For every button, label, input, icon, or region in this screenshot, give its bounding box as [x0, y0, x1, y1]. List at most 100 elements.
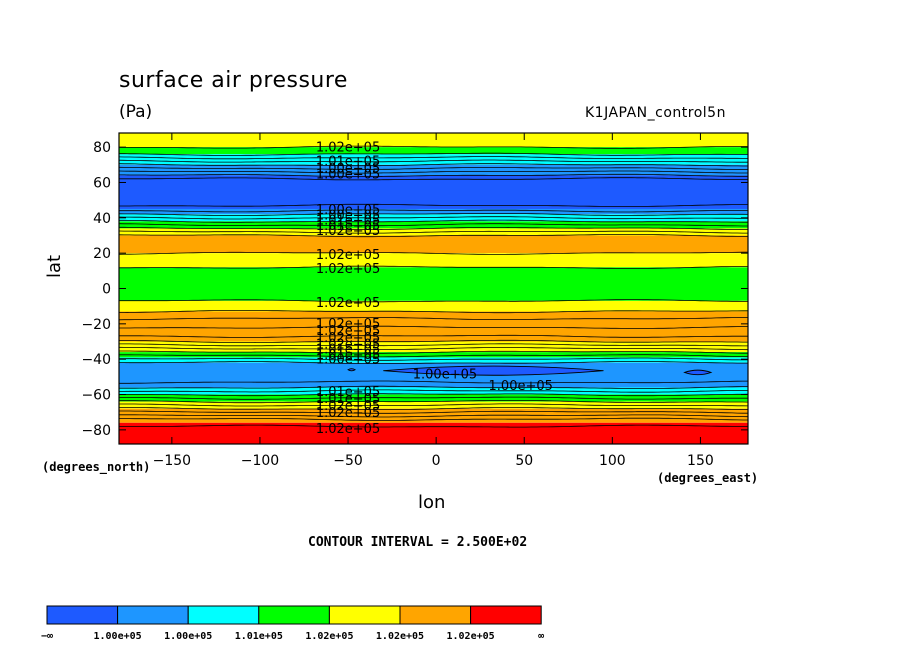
contour-label-6: 1.01e+05 — [316, 214, 380, 229]
contour-line-27 — [118, 230, 748, 234]
x-tick-label-6: 150 — [687, 453, 714, 469]
colorbar-label-7: ∞ — [538, 631, 544, 642]
y-tick-label-1: −60 — [81, 388, 111, 404]
contour-line-25 — [118, 251, 748, 255]
contour-line-21 — [118, 317, 749, 321]
contour-label-8: 1.02e+05 — [316, 224, 380, 239]
band-13 — [119, 311, 748, 342]
contour-label-17: 1.01e+05 — [316, 348, 380, 363]
contour-line-18 — [119, 339, 748, 343]
contour-line-37 — [118, 170, 748, 174]
contour-line-32 — [118, 213, 749, 216]
contour-line-15 — [119, 350, 748, 354]
low-cell-2 — [347, 368, 356, 372]
contour-line-19 — [119, 334, 748, 338]
contour-line-17 — [119, 343, 748, 347]
contour-label-3: 1.00e+05 — [316, 168, 380, 183]
contour-line-38 — [118, 166, 748, 170]
contour-interval: CONTOUR INTERVAL = 2.500E+02 — [308, 535, 528, 550]
low-pressure-cells — [347, 365, 713, 376]
contour-label-15: 1.02e+05 — [316, 337, 380, 352]
x-tick-label-2: −50 — [333, 453, 363, 469]
contour-label-9: 1.02e+05 — [316, 248, 380, 263]
y-axis-ticks: −80 −60 −40 −20 0 20 40 60 80 — [81, 140, 748, 439]
contour-labels: 1.02e+051.01e+051.00e+051.00e+051.00e+05… — [316, 140, 553, 437]
band-11 — [119, 267, 748, 301]
contour-line-16 — [118, 346, 749, 351]
contour-line-30 — [119, 219, 748, 223]
contour-label-4: 1.00e+05 — [316, 203, 380, 218]
colorbar-swatch-0 — [46, 605, 119, 625]
contour-line-31 — [118, 216, 748, 220]
contour-label-5: 1.00e+05 — [316, 208, 380, 223]
contour-label-12: 1.02e+05 — [316, 317, 380, 332]
colorbar-swatch-1 — [117, 605, 189, 625]
colorbar-swatch-6 — [470, 605, 542, 625]
colorbar-swatch-2 — [187, 605, 260, 625]
contour-line-26 — [118, 234, 748, 238]
contour-line-42 — [119, 152, 748, 156]
y-tick-label-2: −40 — [81, 352, 111, 368]
contour-line-13 — [119, 357, 748, 361]
contour-line-39 — [118, 163, 748, 167]
contour-label-24: 1.02e+05 — [316, 406, 380, 421]
run-name: K1JAPAN_control5n — [585, 105, 726, 121]
contour-label-21: 1.01e+05 — [316, 385, 380, 400]
band-22 — [119, 422, 748, 444]
contour-label-7: 1.01e+05 — [316, 219, 380, 234]
band-2 — [119, 154, 748, 165]
x-tick-label-1: −100 — [241, 453, 279, 469]
contour-line-10 — [119, 385, 748, 389]
band-1 — [119, 147, 748, 155]
colorbar-label-0: −∞ — [41, 631, 53, 642]
low-cell-0 — [383, 365, 604, 376]
colorbar-swatch-4 — [328, 605, 401, 625]
contour-line-0 — [118, 424, 749, 428]
contour-line-14 — [119, 354, 749, 358]
chart-title: surface air pressure — [119, 68, 348, 93]
contour-line-34 — [119, 203, 748, 207]
colorbar-label-1: 1.00e+05 — [94, 631, 142, 642]
y-tick-label-6: 40 — [93, 211, 111, 227]
contour-line-24 — [119, 265, 748, 269]
band-14 — [119, 341, 748, 353]
x-tick-label-0: −150 — [153, 453, 191, 469]
band-12 — [119, 300, 748, 312]
contour-label-13: 1.02e+05 — [316, 324, 380, 339]
contour-line-8 — [118, 393, 749, 397]
band-17 — [119, 362, 748, 388]
contour-line-9 — [119, 389, 748, 393]
contour-line-36 — [119, 173, 748, 177]
contour-label-2: 1.00e+05 — [316, 161, 380, 176]
y-tick-label-8: 80 — [93, 140, 111, 156]
colorbar: −∞ 1.00e+05 1.00e+05 1.01e+05 1.02e+05 1.02e+… — [41, 605, 544, 642]
contour-line-6 — [119, 400, 749, 404]
contour-label-0: 1.02e+05 — [316, 140, 380, 155]
colorbar-label-2: 1.00e+05 — [164, 631, 212, 642]
y-tick-label-0: −80 — [81, 423, 111, 439]
x-axis-units: (degrees_east) — [657, 471, 759, 485]
chart-units: (Pa) — [119, 102, 153, 122]
contour-label-14: 1.02e+05 — [316, 331, 380, 346]
contour-line-41 — [118, 156, 748, 160]
contour-line-3 — [119, 410, 748, 414]
x-tick-label-4: 50 — [515, 453, 533, 469]
contour-label-25: 1.02e+05 — [316, 422, 380, 437]
contour-line-12 — [119, 361, 748, 364]
x-tick-label-5: 100 — [599, 453, 626, 469]
contour-label-18: 1.00e+05 — [316, 352, 380, 367]
contour-line-29 — [118, 223, 748, 227]
band-16 — [119, 357, 748, 363]
x-axis-label: lon — [418, 492, 446, 513]
x-axis-ticks: −150 −100 −50 0 50 100 150 — [153, 133, 714, 469]
y-tick-label-3: −20 — [81, 317, 111, 333]
band-18 — [119, 387, 748, 395]
low-cell-1 — [683, 369, 713, 376]
contour-line-22 — [119, 310, 748, 314]
filled-bands — [119, 133, 748, 444]
contour-line-11 — [119, 380, 748, 384]
contour-line-4 — [119, 407, 748, 410]
contour-line-43 — [119, 145, 748, 149]
contour-line-1 — [119, 417, 748, 421]
colorbar-label-5: 1.02e+05 — [376, 631, 424, 642]
